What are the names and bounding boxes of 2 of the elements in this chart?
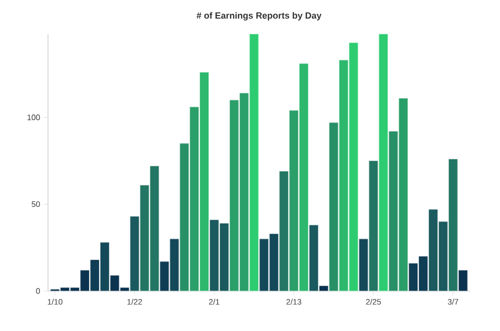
bar — [458, 270, 468, 292]
chart-title: # of Earnings Reports by Day — [196, 12, 322, 21]
